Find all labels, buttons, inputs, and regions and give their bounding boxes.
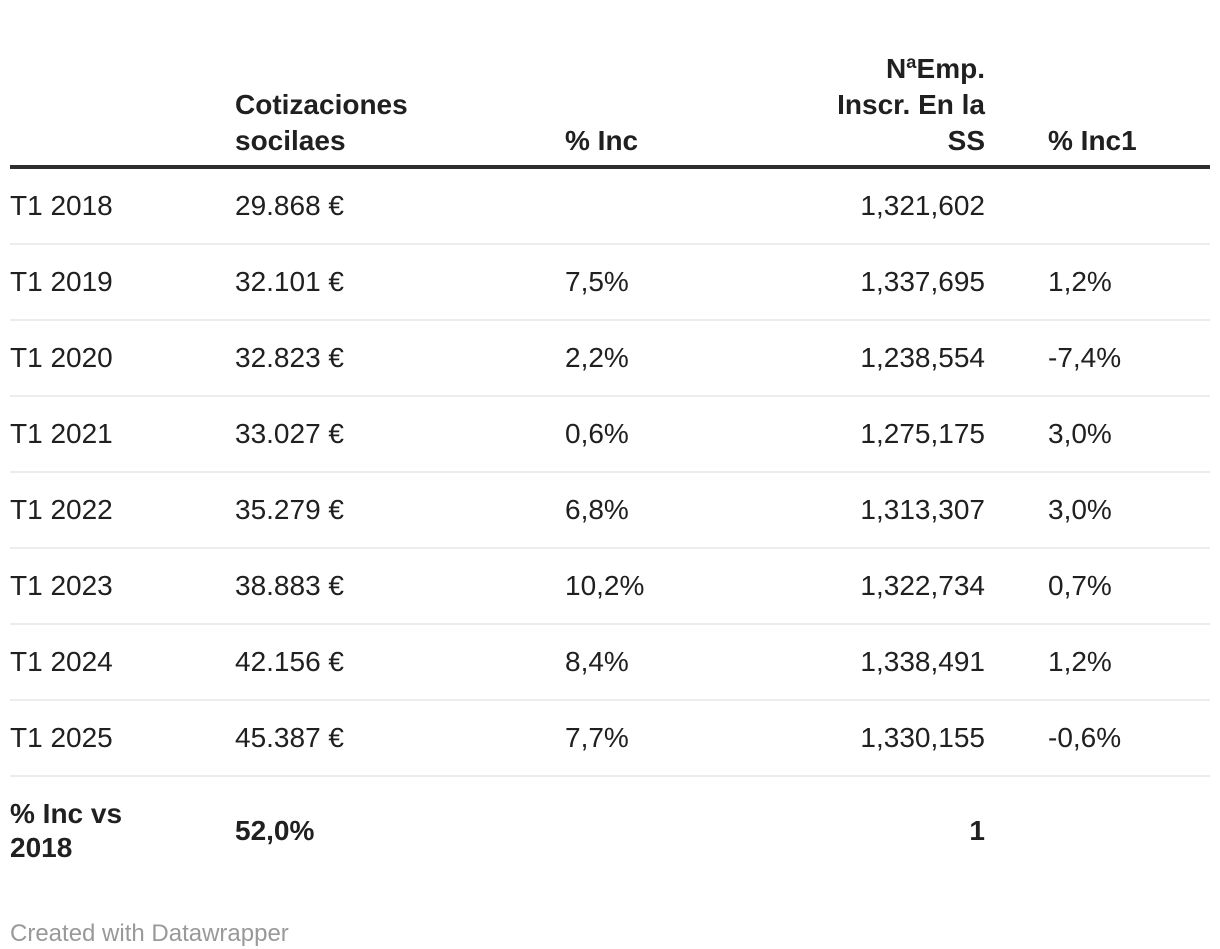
cell-cotizaciones: 32.823 € xyxy=(225,320,555,397)
row-label: T1 2019 xyxy=(10,244,225,321)
row-label: T1 2021 xyxy=(10,396,225,473)
cell-cotizaciones: 38.883 € xyxy=(225,548,555,625)
total-row-label: % Inc vs 2018 xyxy=(10,798,123,863)
cell-empresas: 1,275,175 xyxy=(795,396,995,473)
cell-pct-inc: 8,4% xyxy=(555,624,795,701)
header-empresas-ss-label: NªEmp. Inscr. En la SS xyxy=(837,53,985,156)
cell-pct-inc1: 1,2% xyxy=(995,244,1210,321)
cell-empresas: 1,338,491 xyxy=(795,624,995,701)
table-row: T1 2023 38.883 € 10,2% 1,322,734 0,7% xyxy=(10,548,1210,625)
row-label: T1 2020 xyxy=(10,320,225,397)
total-cell-pct-inc xyxy=(555,776,795,885)
cell-pct-inc1: 1,2% xyxy=(995,624,1210,701)
header-row-label-empty xyxy=(10,0,225,169)
cell-cotizaciones: 33.027 € xyxy=(225,396,555,473)
header-pct-inc1: % Inc1 xyxy=(995,0,1210,169)
table-row: T1 2025 45.387 € 7,7% 1,330,155 -0,6% xyxy=(10,700,1210,777)
table-row: T1 2021 33.027 € 0,6% 1,275,175 3,0% xyxy=(10,396,1210,473)
cell-pct-inc1: 0,7% xyxy=(995,548,1210,625)
cell-pct-inc1: -0,6% xyxy=(995,700,1210,777)
cell-pct-inc1: 3,0% xyxy=(995,472,1210,549)
total-cell-pct-inc1 xyxy=(995,776,1210,885)
header-cotizaciones: Cotizaciones socilaes xyxy=(225,0,555,169)
data-table: Cotizaciones socilaes % Inc NªEmp. Inscr… xyxy=(10,0,1210,885)
cell-pct-inc: 2,2% xyxy=(555,320,795,397)
cell-pct-inc1: -7,4% xyxy=(995,320,1210,397)
row-label: T1 2018 xyxy=(10,167,225,245)
row-label: T1 2022 xyxy=(10,472,225,549)
cell-empresas: 1,322,734 xyxy=(795,548,995,625)
cell-cotizaciones: 32.101 € xyxy=(225,244,555,321)
header-empresas-ss: NªEmp. Inscr. En la SS xyxy=(795,0,995,169)
cell-pct-inc: 7,5% xyxy=(555,244,795,321)
cell-pct-inc: 0,6% xyxy=(555,396,795,473)
table-row: T1 2022 35.279 € 6,8% 1,313,307 3,0% xyxy=(10,472,1210,549)
header-pct-inc-label: % Inc xyxy=(565,125,639,156)
cell-cotizaciones: 29.868 € xyxy=(225,167,555,245)
total-cell-cotizaciones: 52,0% xyxy=(235,815,315,846)
cell-cotizaciones: 42.156 € xyxy=(225,624,555,701)
header-pct-inc: % Inc xyxy=(555,0,795,169)
cell-pct-inc: 10,2% xyxy=(555,548,795,625)
row-label: T1 2024 xyxy=(10,624,225,701)
total-cell-empresas: 1 xyxy=(969,815,985,846)
cell-empresas: 1,238,554 xyxy=(795,320,995,397)
row-label: T1 2023 xyxy=(10,548,225,625)
datawrapper-attribution-link[interactable]: Created with Datawrapper xyxy=(10,920,289,947)
cell-pct-inc xyxy=(555,167,795,245)
cell-empresas: 1,313,307 xyxy=(795,472,995,549)
cell-empresas: 1,321,602 xyxy=(795,167,995,245)
cell-cotizaciones: 45.387 € xyxy=(225,700,555,777)
row-label: T1 2025 xyxy=(10,700,225,777)
header-pct-inc1-label: % Inc1 xyxy=(1048,125,1137,156)
cell-cotizaciones: 35.279 € xyxy=(225,472,555,549)
table-row: T1 2024 42.156 € 8,4% 1,338,491 1,2% xyxy=(10,624,1210,701)
table-row: T1 2020 32.823 € 2,2% 1,238,554 -7,4% xyxy=(10,320,1210,397)
cell-pct-inc: 6,8% xyxy=(555,472,795,549)
header-cotizaciones-label: Cotizaciones socilaes xyxy=(235,89,408,156)
cell-pct-inc1: 3,0% xyxy=(995,396,1210,473)
cell-empresas: 1,330,155 xyxy=(795,700,995,777)
table-row: T1 2018 29.868 € 1,321,602 xyxy=(10,167,1210,245)
cell-pct-inc1 xyxy=(995,167,1210,245)
header-row: Cotizaciones socilaes % Inc NªEmp. Inscr… xyxy=(10,0,1210,169)
cell-empresas: 1,337,695 xyxy=(795,244,995,321)
table-row: T1 2019 32.101 € 7,5% 1,337,695 1,2% xyxy=(10,244,1210,321)
total-row: % Inc vs 2018 52,0% 1 xyxy=(10,776,1210,885)
cell-pct-inc: 7,7% xyxy=(555,700,795,777)
